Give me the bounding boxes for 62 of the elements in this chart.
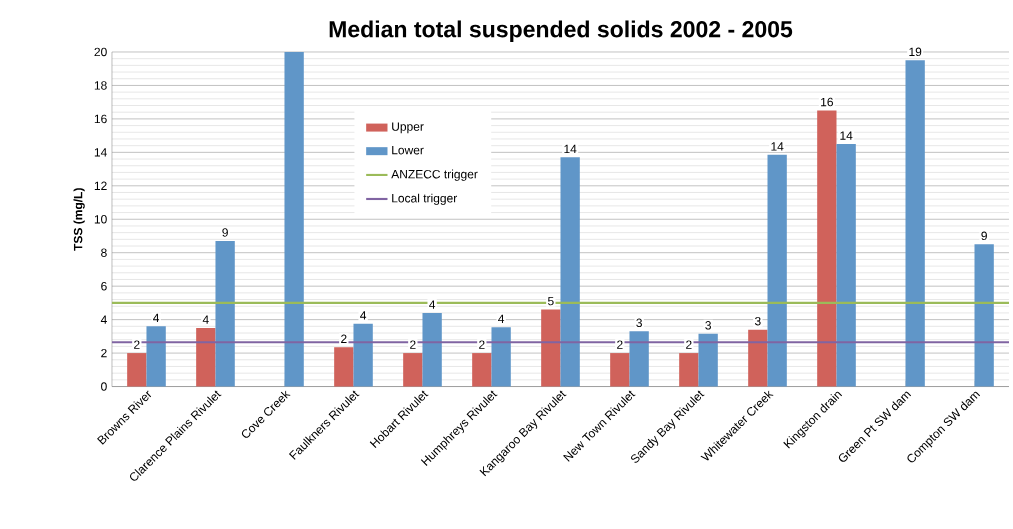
data-label: 9 — [222, 228, 228, 237]
bar — [146, 326, 166, 387]
data-label: 2 — [134, 340, 140, 349]
data-label: 4 — [498, 314, 505, 323]
data-label: 9 — [981, 231, 987, 241]
bar — [491, 327, 511, 387]
data-label: 5 — [547, 296, 554, 306]
data-label: 4 — [360, 311, 367, 320]
data-label: 4 — [202, 315, 209, 324]
bar — [215, 240, 235, 387]
data-label: 2 — [686, 340, 692, 349]
chart-title: Median total suspended solids 2002 - 2005 — [329, 20, 793, 42]
bar — [679, 353, 699, 387]
y-tick-label: 6 — [101, 281, 107, 291]
legend-label: Local trigger — [392, 193, 458, 205]
bar — [817, 110, 837, 387]
data-label: 4 — [153, 313, 160, 322]
y-tick-label: 14 — [94, 148, 107, 157]
y-tick-label: 4 — [100, 315, 107, 324]
legend-label: Lower — [392, 145, 424, 155]
bar — [748, 329, 768, 387]
bar — [196, 327, 216, 387]
bar — [334, 347, 354, 387]
bar — [541, 309, 561, 387]
bar — [767, 154, 787, 387]
data-label: 3 — [754, 316, 761, 326]
data-label: 14 — [840, 131, 853, 140]
bar — [836, 143, 856, 387]
y-tick-label: 18 — [94, 81, 107, 90]
y-tick-label: 16 — [94, 114, 107, 124]
bar — [629, 331, 649, 387]
bar — [698, 333, 718, 387]
data-label: 14 — [564, 144, 577, 154]
y-tick-label: 0 — [101, 382, 107, 391]
data-label: 2 — [341, 334, 347, 343]
legend-label: Upper — [392, 122, 424, 134]
legend-label: ANZECC trigger — [391, 169, 478, 181]
data-label: 2 — [410, 340, 416, 349]
data-label: 2 — [617, 340, 623, 349]
y-tick-label: 12 — [94, 181, 107, 190]
data-label: 16 — [821, 97, 833, 107]
bar — [905, 60, 925, 387]
bar — [610, 353, 630, 387]
y-tick-label: 2 — [101, 348, 107, 358]
bar — [422, 312, 442, 387]
y-axis-title: TSS (mg/L) — [73, 188, 85, 251]
data-label: 19 — [909, 47, 922, 57]
bar — [127, 353, 147, 387]
y-tick-label: 20 — [94, 47, 107, 57]
y-tick-label: 10 — [94, 214, 107, 224]
bar — [353, 323, 373, 387]
data-label: 2 — [479, 340, 485, 349]
y-tick-label: 8 — [101, 248, 107, 257]
data-label: 4 — [429, 300, 436, 309]
data-label: 14 — [771, 142, 784, 151]
bar — [472, 353, 492, 387]
bar — [974, 244, 994, 387]
bar — [403, 353, 423, 387]
bar — [284, 51, 304, 387]
bar — [560, 157, 580, 387]
data-label: 3 — [636, 318, 642, 327]
data-label: 3 — [705, 321, 711, 330]
